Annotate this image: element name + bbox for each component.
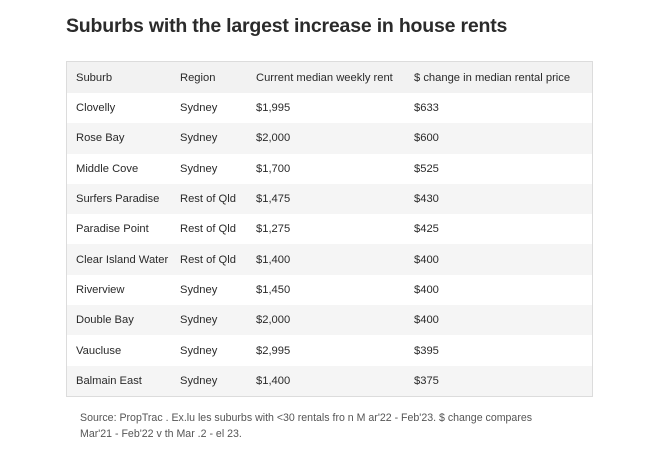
- cell-change: $633: [414, 102, 439, 115]
- source-note-line-1: Source: PropTrac . Ex.lu les suburbs wit…: [80, 412, 533, 424]
- cell-suburb: Double Bay: [76, 314, 134, 327]
- cell-suburb: Riverview: [76, 283, 125, 296]
- cell-current-rent: $2,000: [256, 132, 291, 145]
- cell-change: $400: [414, 283, 439, 296]
- cell-change: $400: [414, 253, 439, 266]
- rent-table-container: Suburb Region Current median weekly rent…: [66, 61, 593, 397]
- cell-region: Sydney: [180, 374, 218, 387]
- column-header-region: Region: [180, 71, 216, 84]
- cell-change: $430: [414, 193, 439, 206]
- source-note: Source: PropTrac . Ex.lu les suburbs wit…: [80, 410, 580, 442]
- cell-current-rent: $1,475: [256, 193, 291, 206]
- rent-table: Suburb Region Current median weekly rent…: [67, 62, 592, 396]
- cell-region: Sydney: [180, 283, 218, 296]
- table-row: Balmain East Sydney $1,400 $375: [67, 365, 592, 396]
- cell-region: Rest of Qld: [180, 223, 236, 236]
- cell-change: $395: [414, 344, 439, 357]
- cell-region: Sydney: [180, 314, 218, 327]
- cell-suburb: Balmain East: [76, 374, 142, 387]
- cell-current-rent: $1,700: [256, 162, 291, 175]
- cell-suburb: Paradise Point: [76, 223, 149, 236]
- column-header-current-rent: Current median weekly rent: [256, 71, 393, 84]
- cell-current-rent: $2,000: [256, 314, 291, 327]
- source-note-line-2: Mar'21 - Feb'22 v th Mar .2 - el 23.: [80, 428, 242, 440]
- cell-change: $400: [414, 314, 439, 327]
- table-row: Paradise Point Rest of Qld $1,275 $425: [67, 214, 592, 245]
- cell-current-rent: $1,275: [256, 223, 291, 236]
- table-row: Clear Island Water Rest of Qld $1,400 $400: [67, 244, 592, 275]
- table-row: Vaucluse Sydney $2,995 $395: [67, 335, 592, 366]
- cell-region: Sydney: [180, 132, 218, 145]
- cell-change: $425: [414, 223, 439, 236]
- column-header-suburb: Suburb: [76, 71, 113, 84]
- cell-change: $525: [414, 162, 439, 175]
- cell-suburb: Rose Bay: [76, 132, 125, 145]
- cell-region: Rest of Qld: [180, 193, 236, 206]
- cell-suburb: Middle Cove: [76, 162, 139, 175]
- cell-region: Sydney: [180, 102, 218, 115]
- table-header-row: Suburb Region Current median weekly rent…: [67, 62, 592, 93]
- table-title: Suburbs with the largest increase in hou…: [66, 15, 508, 37]
- cell-current-rent: $1,400: [256, 253, 291, 266]
- table-row: Double Bay Sydney $2,000 $400: [67, 305, 592, 336]
- table-body: Clovelly Sydney $1,995 $633 Rose Bay Sydney $2…: [67, 93, 592, 396]
- cell-suburb: Surfers Paradise: [76, 193, 160, 206]
- cell-change: $375: [414, 374, 439, 387]
- cell-change: $600: [414, 132, 439, 145]
- table-row: Riverview Sydney $1,450 $400: [67, 274, 592, 306]
- cell-current-rent: $1,450: [256, 283, 291, 296]
- cell-region: Sydney: [180, 162, 218, 175]
- table-row: Rose Bay Sydney $2,000 $600: [67, 123, 592, 154]
- table-row: Clovelly Sydney $1,995 $633: [67, 93, 592, 124]
- column-header-change: $ change in median rental price: [414, 71, 571, 84]
- cell-suburb: Vaucluse: [76, 344, 122, 357]
- cell-current-rent: $2,995: [256, 344, 291, 357]
- table-row: Surfers Paradise Rest of Qld $1,475 $430: [67, 183, 592, 215]
- cell-region: Sydney: [180, 344, 218, 357]
- cell-current-rent: $1,995: [256, 102, 291, 115]
- table-row: Middle Cove Sydney $1,700 $525: [67, 153, 592, 184]
- cell-current-rent: $1,400: [256, 374, 291, 387]
- cell-suburb: Clear Island Water: [76, 253, 169, 266]
- cell-region: Rest of Qld: [180, 253, 236, 266]
- cell-suburb: Clovelly: [76, 102, 116, 115]
